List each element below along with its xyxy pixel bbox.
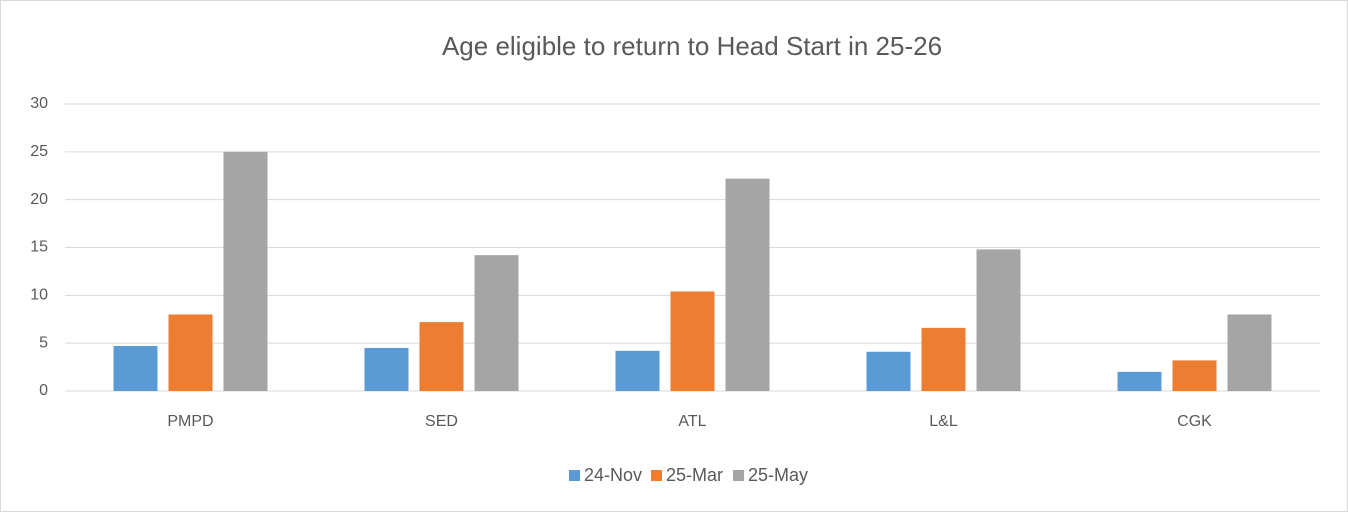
bar [866,351,911,391]
bar [1172,360,1217,391]
bar [670,291,715,391]
legend-label: 25-Mar [666,465,723,485]
x-tick-label: ATL [678,413,706,430]
y-tick-label: 30 [30,95,48,112]
legend-label: 24-Nov [584,465,642,485]
legend-swatch [651,470,662,481]
legend-swatch [733,470,744,481]
bar [474,255,519,391]
y-tick-label: 20 [30,191,48,208]
y-tick-label: 15 [30,239,48,256]
bar [113,346,158,391]
bar [921,327,966,391]
x-tick-label: CGK [1177,413,1212,430]
y-tick-label: 5 [39,334,48,351]
x-tick-label: SED [425,413,458,430]
bar [223,151,268,391]
bar [976,249,1021,391]
y-tick-label: 10 [30,287,48,304]
y-tick-label: 25 [30,143,48,160]
bar [1227,314,1272,391]
bar [419,322,464,391]
x-tick-label: PMPD [167,413,213,430]
bar [1117,371,1162,391]
chart-title: Age eligible to return to Head Start in … [442,31,942,61]
x-tick-label: L&L [929,413,958,430]
bar [725,178,770,391]
bar [168,314,213,391]
bar [364,347,409,391]
legend-swatch [569,470,580,481]
legend-label: 25-May [748,465,808,485]
bar [615,350,660,391]
y-tick-label: 0 [39,382,48,399]
